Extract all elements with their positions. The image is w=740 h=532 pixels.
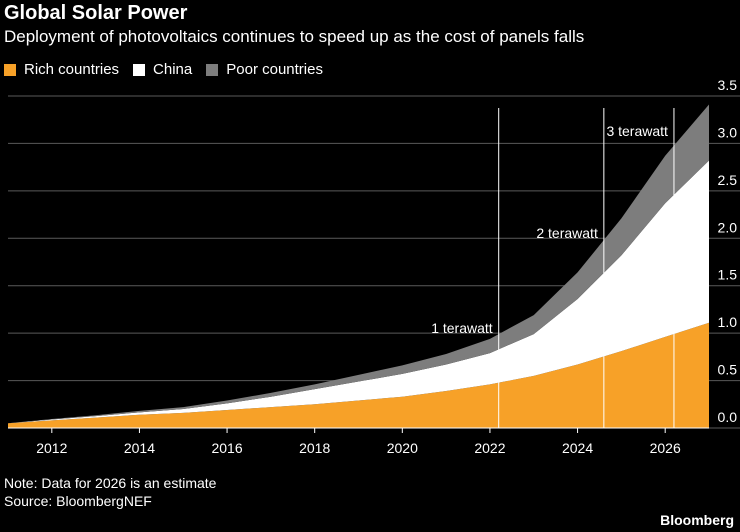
y-tick-label: 0.5 — [718, 362, 738, 378]
x-tick-label: 2016 — [211, 440, 242, 456]
annotation-label: 1 terawatt — [431, 320, 493, 336]
y-tick-label: 2.0 — [718, 219, 738, 235]
note-text: Note: Data for 2026 is an estimate — [4, 475, 217, 491]
chart-subtitle: Deployment of photovoltaics continues to… — [4, 27, 585, 46]
annotations: 1 terawatt 2 terawatt 3 terawatt — [431, 108, 675, 428]
y-tick-label: 2.5 — [718, 172, 738, 188]
footnote: Note: Data for 2026 is an estimate Sourc… — [4, 474, 216, 510]
legend-item-china: China — [133, 61, 192, 78]
area-series — [8, 104, 709, 428]
x-tick-label: 2012 — [36, 440, 67, 456]
legend-label-poor: Poor countries — [226, 61, 323, 78]
legend: Rich countries China Poor countries — [4, 61, 323, 78]
y-tick-label: 0.0 — [718, 409, 738, 425]
x-tick-label: 2020 — [387, 440, 418, 456]
legend-item-rich: Rich countries — [4, 61, 119, 78]
y-tick-label: 3.5 — [718, 77, 738, 93]
legend-swatch-rich — [4, 63, 16, 76]
bloomberg-logo: Bloomberg — [660, 512, 734, 528]
x-tick-label: 2026 — [650, 440, 681, 456]
legend-swatch-poor — [206, 63, 219, 76]
y-tick-label: 3.0 — [718, 124, 738, 140]
y-axis: 0.0 0.5 1.0 1.5 2.0 2.5 3.0 3.5 — [718, 77, 738, 425]
legend-label-rich: Rich countries — [24, 61, 120, 78]
legend-swatch-china — [133, 63, 146, 76]
y-tick-label: 1.5 — [718, 267, 738, 283]
y-tick-label: 1.0 — [718, 314, 738, 330]
x-tick-label: 2014 — [124, 440, 155, 456]
area-china — [8, 160, 709, 424]
annotation-label: 3 terawatt — [606, 123, 668, 139]
x-tick-label: 2024 — [562, 440, 593, 456]
chart-title: Global Solar Power — [4, 2, 188, 24]
x-tick-label: 2018 — [299, 440, 330, 456]
legend-label-china: China — [153, 61, 193, 78]
x-axis: 2012 2014 2016 2018 2020 2022 2024 2026 — [8, 427, 709, 456]
area-rich-countries — [8, 322, 709, 428]
x-tick-label: 2022 — [474, 440, 505, 456]
annotation-label: 2 terawatt — [536, 225, 598, 241]
source-text: Source: BloombergNEF — [4, 493, 152, 509]
legend-item-poor: Poor countries — [206, 61, 323, 78]
